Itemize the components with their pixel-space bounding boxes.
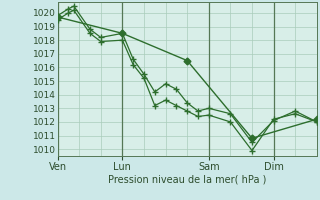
X-axis label: Pression niveau de la mer( hPa ): Pression niveau de la mer( hPa ): [108, 174, 266, 184]
